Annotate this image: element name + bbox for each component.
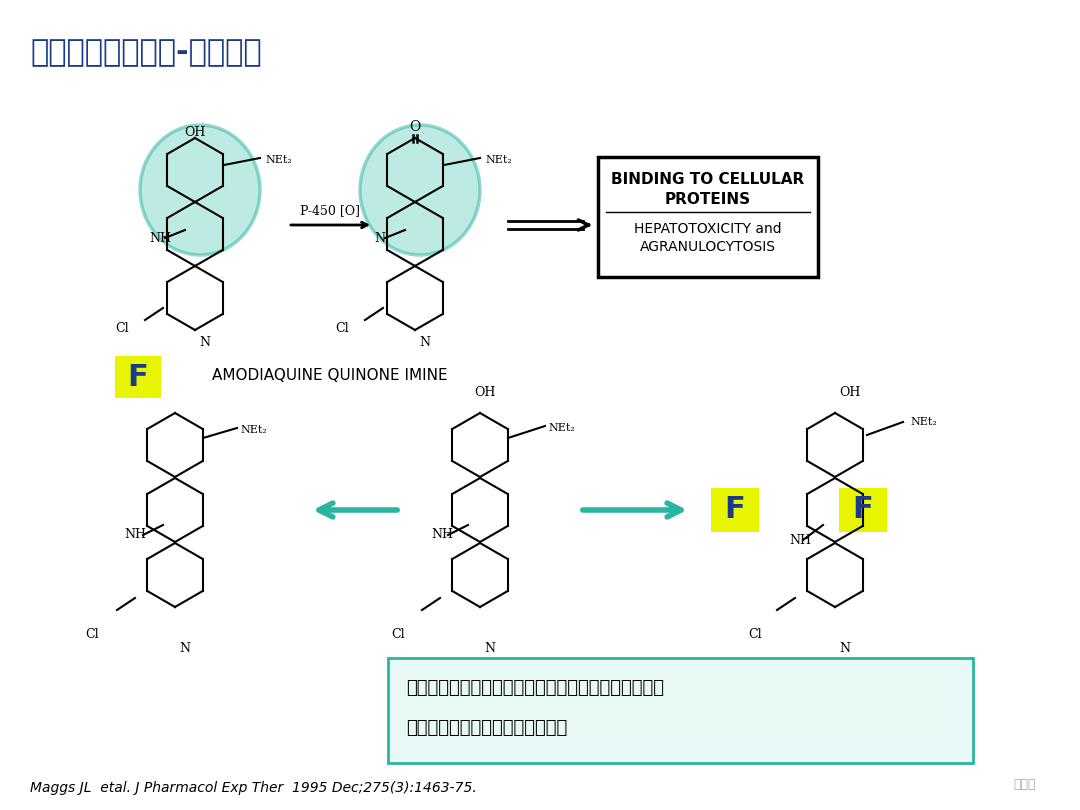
Text: F: F (127, 363, 148, 391)
Text: Cl: Cl (116, 322, 129, 335)
Text: NEt₂: NEt₂ (240, 425, 267, 435)
Text: AMODIAQUINE QUINONE IMINE: AMODIAQUINE QUINONE IMINE (212, 368, 448, 382)
Text: F: F (852, 496, 874, 525)
Text: Cl: Cl (335, 322, 349, 335)
Text: NEt₂: NEt₂ (485, 155, 512, 165)
Text: N: N (179, 642, 190, 654)
Text: P-450 [O]: P-450 [O] (300, 204, 361, 218)
Text: BINDING TO CELLULAR: BINDING TO CELLULAR (611, 172, 805, 186)
Text: NH: NH (124, 528, 146, 542)
Text: Cl: Cl (748, 629, 761, 642)
Text: NH: NH (789, 534, 811, 547)
Text: N: N (419, 335, 431, 348)
Text: N: N (839, 642, 851, 654)
Text: N: N (485, 642, 496, 654)
Text: N: N (200, 335, 211, 348)
FancyBboxPatch shape (711, 488, 759, 532)
Text: 保持药效，消除了严重的副作用。: 保持药效，消除了严重的副作用。 (406, 719, 567, 737)
Text: Cl: Cl (391, 629, 405, 642)
Text: AGRANULOCYTOSIS: AGRANULOCYTOSIS (640, 240, 777, 254)
FancyBboxPatch shape (114, 356, 161, 398)
Text: 研如王: 研如王 (1014, 778, 1036, 791)
Text: NEt₂: NEt₂ (265, 155, 292, 165)
Text: HEPATOTOXICITY and: HEPATOTOXICITY and (634, 222, 782, 236)
Text: F: F (725, 496, 745, 525)
Ellipse shape (360, 125, 480, 255)
Text: Cl: Cl (85, 629, 98, 642)
Text: PROTEINS: PROTEINS (665, 191, 751, 207)
FancyBboxPatch shape (388, 658, 973, 763)
Ellipse shape (140, 125, 260, 255)
Text: 根据药物自身特点，氟代后阻断毒性醌式结构的产生，: 根据药物自身特点，氟代后阻断毒性醌式结构的产生， (406, 679, 664, 697)
Text: NH: NH (149, 232, 171, 245)
Text: OH: OH (185, 126, 205, 139)
Text: NEt₂: NEt₂ (910, 417, 936, 427)
Text: 药物结构改造提示-降低毒性: 药物结构改造提示-降低毒性 (30, 38, 261, 67)
Text: OH: OH (474, 386, 496, 399)
Text: OH: OH (839, 386, 861, 399)
FancyBboxPatch shape (598, 157, 818, 277)
Text: O: O (409, 120, 420, 134)
Text: NEt₂: NEt₂ (548, 423, 575, 433)
Text: NH: NH (431, 528, 453, 542)
Text: N: N (375, 232, 386, 245)
FancyBboxPatch shape (839, 488, 887, 532)
Text: Maggs JL  etal. J Pharmacol Exp Ther  1995 Dec;275(3):1463-75.: Maggs JL etal. J Pharmacol Exp Ther 1995… (30, 781, 476, 795)
